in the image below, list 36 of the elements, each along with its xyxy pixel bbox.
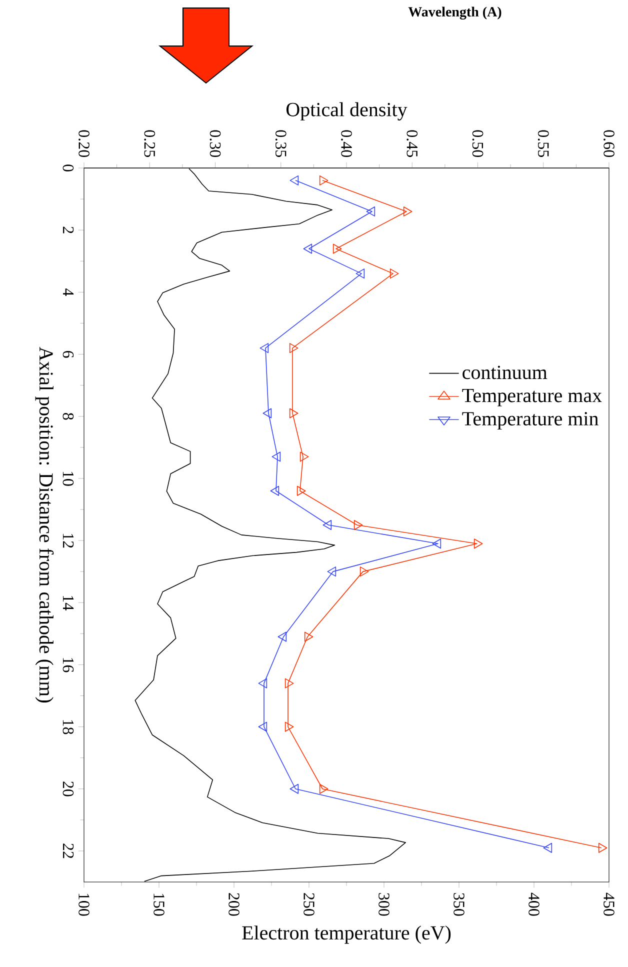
x2-tick-label: 0.60 [604,130,614,157]
x-tick-label: 100 [78,894,90,916]
x2-tick-label: 0.25 [144,130,156,157]
y-tick-label: 0 [62,164,74,172]
legend-label: Temperature min [462,412,598,430]
x2-tick-label: 0.50 [472,130,484,157]
y-tick-label: 4 [63,288,74,296]
y-tick-label: 16 [62,658,74,672]
y-tick-label: 14 [63,596,74,610]
y-tick-label: 20 [62,782,74,796]
legend-label: Temperature max [462,388,602,406]
x2-axis-title: Optical density [286,102,408,120]
x2-tick-label: 0.55 [538,130,549,157]
y-tick-label: 10 [62,472,74,486]
x-tick-label: 400 [528,892,540,916]
x2-tick-label: 0.20 [78,130,90,157]
x-tick-label: 150 [154,894,164,916]
x-tick-label: 300 [378,893,390,916]
y-tick-label: 18 [62,720,74,734]
x2-tick-label: 0.40 [341,130,352,157]
y-tick-label: 2 [63,226,74,234]
x-tick-label: 350 [454,893,464,916]
text: Wavelength (A) [408,6,502,20]
x-tick-label: 450 [604,892,614,916]
x-axis-title: Electron temperature (eV) [242,926,451,944]
y-tick-label: 6 [62,350,74,358]
x2-tick-label: 0.35 [275,130,286,157]
x2-tick-label: 0.30 [210,130,221,157]
x-tick-label: 250 [304,893,314,916]
y-axis-title: Axial position: Distance from cathode (mm) [35,346,54,702]
y-tick-label: 12 [63,534,74,548]
x2-tick-label: 0.45 [406,130,418,157]
x-tick-label: 200 [228,893,240,916]
y-tick-label: 22 [63,844,74,858]
y-tick-label: 8 [62,412,74,420]
legend-label: continuum [462,366,548,380]
